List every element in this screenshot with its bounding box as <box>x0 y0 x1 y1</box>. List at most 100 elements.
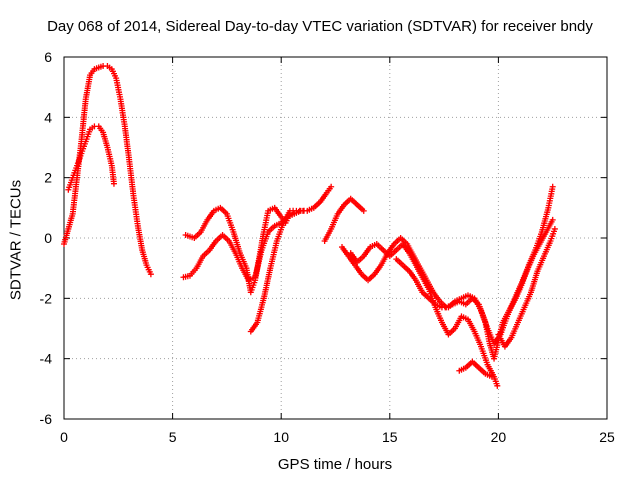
data-trace <box>109 68 118 79</box>
data-trace <box>70 176 80 215</box>
data-trace <box>135 225 145 251</box>
data-trace <box>184 232 196 241</box>
data-trace <box>139 249 149 266</box>
data-trace <box>355 254 366 264</box>
data-trace <box>281 209 292 224</box>
data-trace <box>214 233 224 243</box>
data-trace <box>477 366 487 376</box>
data-trace <box>421 290 431 300</box>
y-tick-label: 2 <box>44 170 52 186</box>
data-trace <box>237 252 249 269</box>
data-trace <box>188 267 198 277</box>
data-trace <box>248 279 258 293</box>
data-point <box>494 382 501 389</box>
data-trace <box>541 240 553 257</box>
data-trace <box>472 330 484 348</box>
data-trace <box>205 209 216 222</box>
data-trace <box>122 125 132 161</box>
x-tick-label: 25 <box>599 429 615 445</box>
data-trace <box>454 296 463 304</box>
data-trace <box>207 239 218 252</box>
data-trace <box>349 197 359 207</box>
data-trace <box>66 213 76 230</box>
data-trace <box>433 306 444 324</box>
data-trace <box>192 230 203 240</box>
data-trace <box>478 309 490 330</box>
data-trace <box>366 272 376 282</box>
data-trace <box>424 279 436 294</box>
data-trace <box>467 293 476 301</box>
data-trace <box>182 273 191 280</box>
data-point <box>360 207 367 214</box>
data-trace <box>388 248 398 258</box>
y-tick-label: 4 <box>44 109 52 125</box>
data-trace <box>518 270 529 288</box>
data-trace <box>503 336 514 348</box>
data-trace <box>447 327 457 336</box>
data-trace <box>109 164 117 185</box>
data-point <box>147 271 154 278</box>
data-trace <box>360 272 370 282</box>
data-trace <box>524 255 536 272</box>
x-tick-label: 0 <box>60 429 68 445</box>
data-trace <box>306 205 315 213</box>
data-trace <box>266 224 277 234</box>
data-trace <box>464 360 474 370</box>
data-point <box>549 216 556 223</box>
chart-title: Day 068 of 2014, Sidereal Day-to-day VTE… <box>47 18 593 35</box>
data-trace <box>353 264 364 276</box>
data-point <box>549 183 556 190</box>
data-trace <box>434 302 443 310</box>
data-trace <box>478 345 490 366</box>
grid <box>64 57 607 419</box>
data-point <box>110 180 117 187</box>
data-trace <box>79 140 88 155</box>
data-trace <box>431 291 442 303</box>
data-trace <box>355 203 366 213</box>
data-trace <box>362 245 372 258</box>
data-trace <box>515 306 527 324</box>
data-trace <box>254 297 267 324</box>
data-trace <box>340 245 351 258</box>
data-trace <box>464 296 474 306</box>
data-trace <box>509 321 520 339</box>
data-trace <box>407 270 418 282</box>
data-trace <box>548 228 557 242</box>
data-trace <box>78 98 89 143</box>
data-trace <box>227 240 238 255</box>
data-trace <box>394 257 405 267</box>
data-trace <box>144 264 153 275</box>
data-trace <box>126 158 137 197</box>
data-trace <box>401 242 411 255</box>
data-point <box>328 183 335 190</box>
data-trace <box>372 264 383 276</box>
data-trace <box>83 128 93 143</box>
data-trace <box>194 255 205 270</box>
x-axis-label: GPS time / hours <box>277 456 393 473</box>
data-trace <box>458 365 467 373</box>
data-trace <box>505 300 516 318</box>
data-trace <box>274 222 286 242</box>
data-trace <box>537 231 549 245</box>
data-trace <box>130 195 141 227</box>
data-trace <box>414 279 425 294</box>
data-trace <box>531 243 542 258</box>
data-trace <box>113 77 123 100</box>
data-trace <box>407 252 418 267</box>
y-tick-label: 6 <box>44 49 52 65</box>
data-trace <box>466 318 477 333</box>
data-trace <box>66 177 75 191</box>
data-trace <box>539 207 551 233</box>
data-point <box>299 207 306 214</box>
data-trace <box>544 218 555 233</box>
y-tick-label: -2 <box>40 290 53 306</box>
x-tick-label: 10 <box>273 429 289 445</box>
data-trace <box>273 206 283 219</box>
data-trace <box>392 236 402 246</box>
data-trace <box>460 293 469 301</box>
data-trace <box>401 263 411 273</box>
data-trace <box>484 371 493 379</box>
data-trace <box>83 74 93 100</box>
data-trace <box>70 165 80 179</box>
